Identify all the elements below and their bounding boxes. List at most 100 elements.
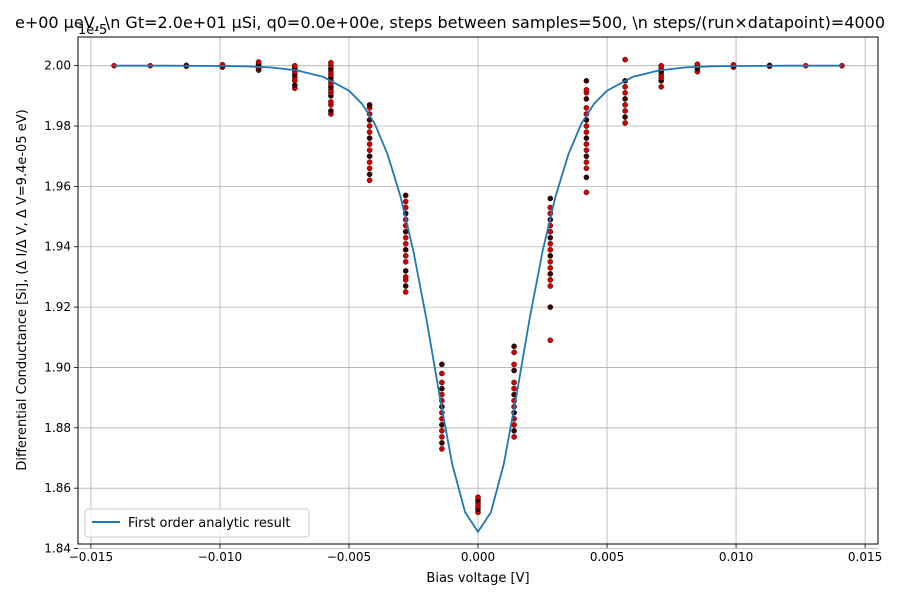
data-point [511, 385, 517, 392]
data-point [622, 84, 628, 90]
legend-box [84, 508, 310, 538]
y-tick-label: 2.00 [44, 59, 71, 73]
x-tick-label: −0.010 [198, 550, 242, 564]
data-point [402, 234, 409, 241]
data-point [622, 108, 628, 114]
data-point [547, 304, 554, 310]
data-point [402, 258, 409, 265]
data-point [583, 159, 590, 165]
data-point [402, 252, 409, 259]
data-point [622, 120, 628, 126]
data-point [547, 252, 554, 259]
scatter-points [111, 56, 845, 516]
data-point [511, 343, 517, 350]
y-tick-label: 1.94 [44, 240, 71, 254]
data-point [547, 246, 554, 253]
analytic-line [114, 64, 842, 534]
data-point [402, 240, 409, 247]
data-point [583, 105, 590, 111]
data-point [658, 62, 665, 69]
x-tick-label: −0.005 [327, 550, 371, 564]
data-point [439, 370, 445, 377]
data-point [622, 56, 628, 63]
data-point [583, 141, 590, 147]
data-point [547, 195, 554, 202]
data-point [547, 337, 554, 344]
data-point [366, 159, 373, 165]
x-tick-label: 0.015 [848, 550, 882, 564]
x-tick-label: 0.010 [719, 550, 753, 564]
x-axis-label: Bias voltage [V] [426, 571, 529, 586]
data-point [402, 192, 409, 199]
data-point [583, 78, 590, 84]
x-axis-ticks: −0.015 −0.010 −0.005 0.000 0.005 0.010 0.015 [69, 544, 882, 564]
analytic-result-line [114, 64, 842, 534]
data-point [511, 361, 517, 368]
data-point [366, 165, 373, 172]
data-point [439, 421, 445, 428]
y-tick-label: 1.86 [44, 481, 71, 495]
data-point [511, 427, 517, 434]
data-point [547, 265, 554, 271]
data-point [439, 427, 445, 434]
data-point [547, 258, 554, 265]
x-tick-label: −0.015 [69, 550, 113, 564]
y-tick-label: 1.90 [44, 360, 71, 374]
data-point [366, 135, 373, 141]
data-point [366, 147, 373, 153]
data-point [622, 90, 628, 96]
data-point [547, 271, 554, 277]
data-point [328, 108, 334, 114]
legend-label: First order analytic result [128, 516, 291, 531]
data-point [583, 189, 590, 196]
y-offset-label: 1e-5 [78, 23, 107, 38]
data-point [583, 96, 590, 102]
data-point [583, 135, 590, 141]
data-point [439, 440, 445, 446]
data-point [622, 102, 628, 108]
data-point [402, 268, 409, 274]
grid [78, 37, 878, 549]
data-point [291, 62, 298, 69]
data-point [583, 165, 590, 172]
y-tick-label: 1.84 [44, 542, 71, 556]
data-point [328, 59, 334, 66]
data-point [547, 240, 554, 247]
data-point [366, 153, 373, 159]
data-point [402, 274, 409, 280]
data-point [439, 361, 445, 368]
data-point [511, 367, 517, 374]
x-tick-label: 0.005 [590, 550, 624, 564]
data-point [439, 379, 445, 386]
y-tick-label: 1.92 [44, 300, 71, 314]
y-axis-label: Differential Conductance [Si], (Δ I/Δ V,… [15, 109, 30, 470]
data-point [328, 99, 334, 105]
y-tick-label: 1.96 [44, 179, 71, 193]
data-point [547, 277, 554, 283]
y-tick-label: 1.88 [44, 421, 71, 435]
data-point [402, 246, 409, 253]
data-point [658, 84, 665, 90]
chart-title: e+00 μeV, \n Gt=2.0e+01 μSi, q0=0.0e+00e… [15, 13, 885, 32]
data-point [366, 129, 373, 135]
x-tick-label: 0.000 [461, 550, 495, 564]
data-point [583, 87, 590, 93]
data-point [366, 123, 373, 129]
data-point [366, 171, 373, 178]
data-point [511, 434, 517, 440]
data-point [402, 283, 409, 289]
data-point [439, 446, 445, 452]
data-point [622, 114, 628, 120]
data-point [583, 153, 590, 159]
data-point [583, 129, 590, 135]
data-point [583, 147, 590, 153]
data-point [583, 123, 590, 129]
data-point [511, 421, 517, 428]
data-point [366, 141, 373, 147]
data-point [475, 494, 481, 501]
data-point [511, 379, 517, 386]
data-point [439, 434, 445, 440]
data-point [622, 96, 628, 102]
data-point [255, 59, 262, 65]
data-point [402, 198, 409, 205]
